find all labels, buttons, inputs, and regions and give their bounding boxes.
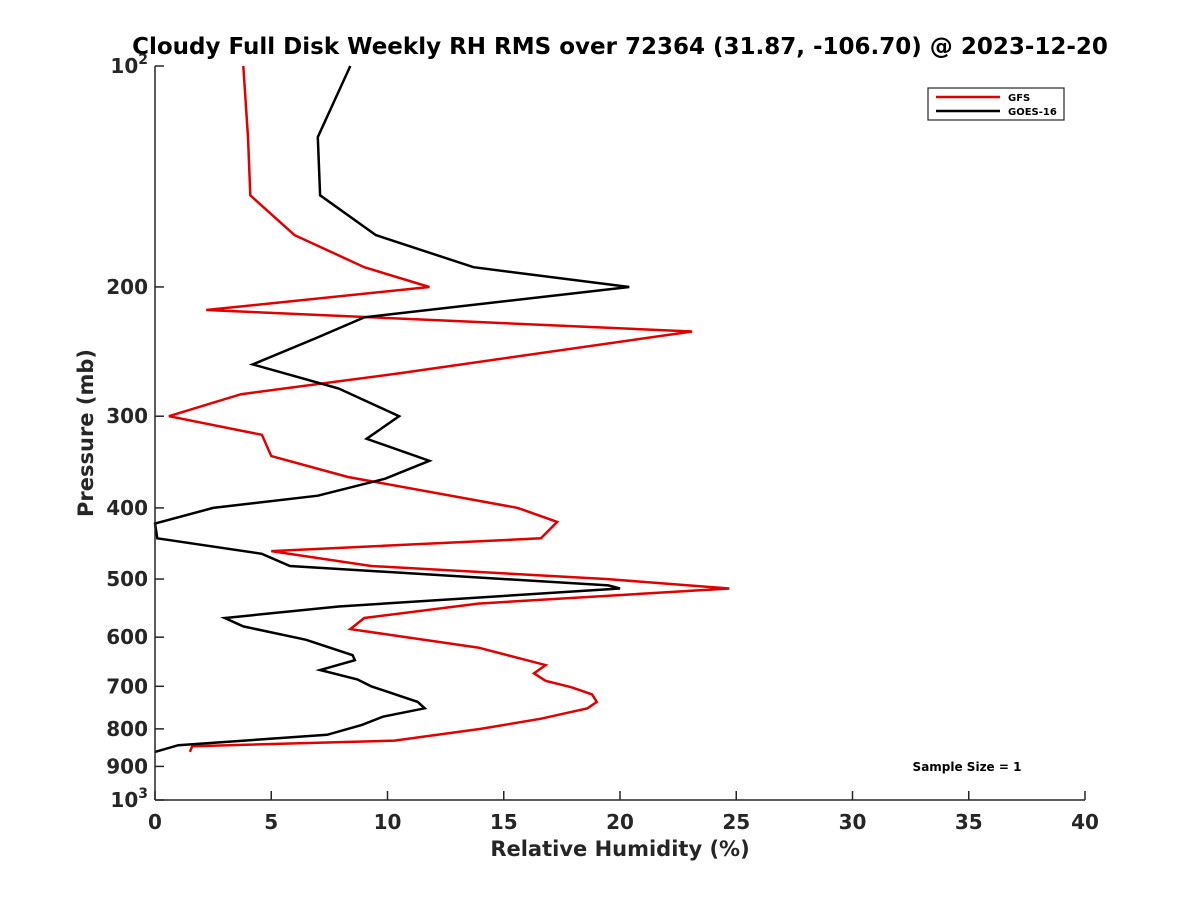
x-tick-label: 30 xyxy=(839,810,867,834)
x-tick-label: 40 xyxy=(1071,810,1099,834)
y-tick-label: 103 xyxy=(110,786,148,812)
y-tick-label: 800 xyxy=(106,717,148,741)
legend-label: GOES-16 xyxy=(1008,107,1057,118)
x-tick-label: 15 xyxy=(490,810,518,834)
x-tick-label: 0 xyxy=(148,810,162,834)
y-tick-label: 900 xyxy=(106,754,148,778)
y-axis-label: Pressure (mb) xyxy=(74,349,98,517)
y-tick-label: 200 xyxy=(106,275,148,299)
x-tick-label: 25 xyxy=(722,810,750,834)
y-tick-label: 300 xyxy=(106,404,148,428)
y-ticks: 102 200 300 400 500 600 700 800 900 103 xyxy=(106,52,164,812)
y-tick-label: 102 xyxy=(110,52,148,78)
x-tick-label: 10 xyxy=(374,810,402,834)
legend-box xyxy=(927,87,1065,121)
x-ticks: 0 5 10 15 20 25 30 35 40 xyxy=(148,791,1099,834)
sample-size-annotation: Sample Size = 1 xyxy=(913,760,1022,774)
series-line-gfs xyxy=(168,65,730,753)
y-tick-label: 400 xyxy=(106,496,148,520)
series-line-goes-16 xyxy=(153,65,630,754)
x-tick-label: 5 xyxy=(264,810,278,834)
y-tick-label: 600 xyxy=(106,625,148,649)
y-tick-label: 500 xyxy=(106,567,148,591)
legend-label: GFS xyxy=(1008,93,1030,104)
chart-title: Cloudy Full Disk Weekly RH RMS over 7236… xyxy=(132,34,1108,60)
x-tick-label: 35 xyxy=(955,810,983,834)
legend: GFS GOES-16 xyxy=(927,87,1065,121)
y-tick-label: 700 xyxy=(106,674,148,698)
series-layer xyxy=(153,65,730,754)
x-tick-label: 20 xyxy=(606,810,634,834)
x-axis-label: Relative Humidity (%) xyxy=(490,837,749,861)
plot-axes-frame xyxy=(155,66,1085,800)
